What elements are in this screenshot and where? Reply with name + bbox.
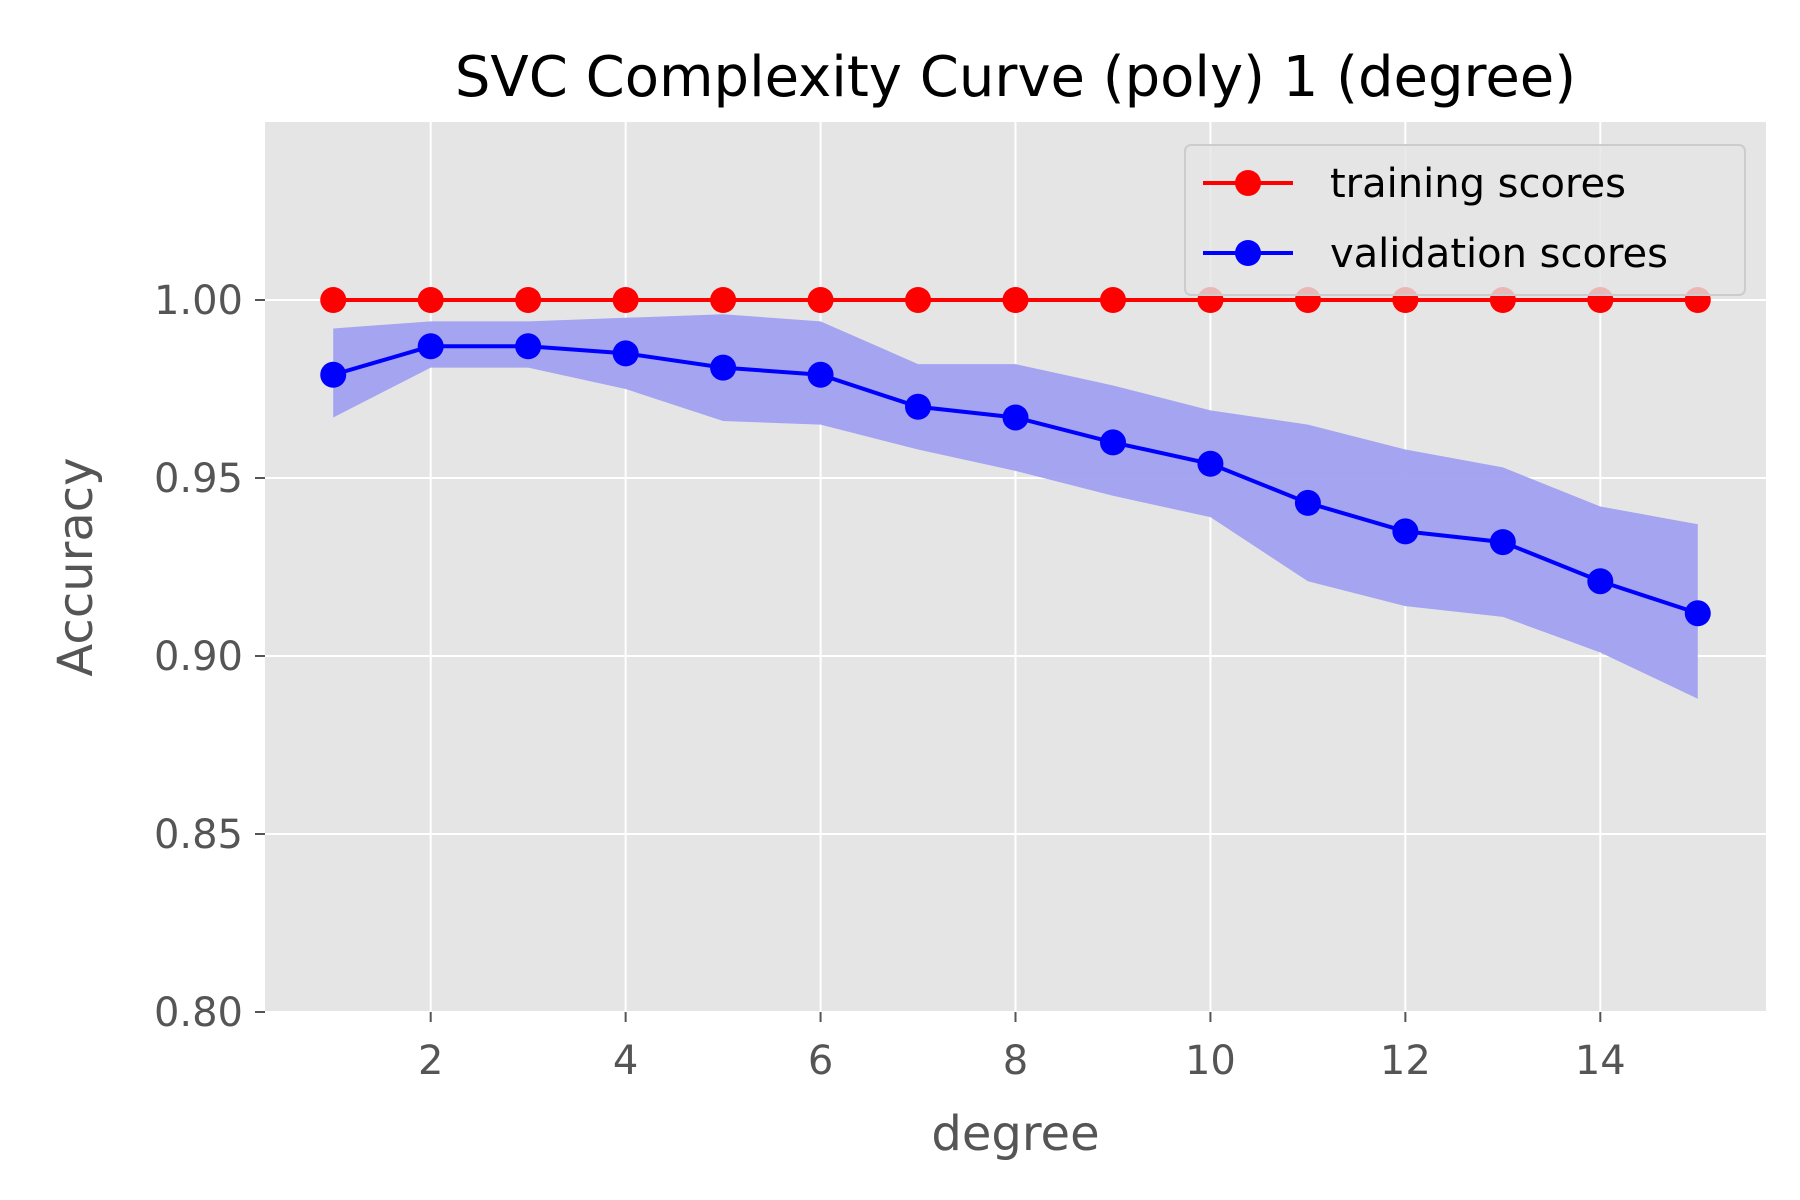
y-tick-label: 0.80 [154, 990, 243, 1036]
y-tick-label: 0.95 [154, 456, 243, 502]
x-tick-label: 6 [808, 1038, 833, 1084]
validation-scores-point [320, 361, 347, 388]
training-scores-point [905, 287, 932, 313]
y-tick-label: 0.85 [154, 812, 243, 858]
training-scores-point [710, 287, 737, 313]
x-tick-label: 10 [1185, 1038, 1236, 1084]
x-tick-label: 4 [613, 1038, 638, 1084]
validation-scores-point [417, 333, 444, 360]
legend-training-scores-label: training scores [1330, 161, 1626, 207]
y-axis-label: Accuracy [48, 457, 104, 676]
validation-scores-point [1002, 404, 1029, 431]
validation-band-layer [333, 314, 1698, 699]
x-tick-label: 14 [1575, 1038, 1626, 1084]
validation-scores-point [1489, 529, 1516, 556]
training-scores-point [1002, 287, 1029, 313]
validation-scores-band [333, 314, 1698, 699]
legend-box [1184, 144, 1746, 296]
training-scores-point [1099, 287, 1126, 313]
x-tick-label: 8 [1003, 1038, 1028, 1084]
training-scores-point [320, 287, 347, 313]
training-scores-point [515, 287, 542, 313]
training-scores-point [612, 287, 639, 313]
axis-ticks: 2 4 6 8 10 12 14 0.80 0.85 0.90 0.95 1.00 [154, 278, 1626, 1084]
chart-title: SVC Complexity Curve (poly) 1 (degree) [455, 45, 1576, 110]
validation-scores-point [1587, 568, 1614, 595]
validation-scores-point [905, 393, 932, 420]
validation-scores-point [807, 361, 834, 388]
validation-scores-point [515, 333, 542, 360]
y-tick-label: 1.00 [154, 278, 243, 324]
legend-training-scores-marker [1235, 170, 1261, 196]
legend-validation-scores-label: validation scores [1330, 231, 1668, 277]
x-tick-label: 12 [1380, 1038, 1431, 1084]
validation-scores-point [1392, 518, 1419, 545]
validation-scores-point [1099, 429, 1126, 456]
validation-scores-point [612, 340, 639, 367]
validation-scores-point [1684, 600, 1711, 627]
y-tick-label: 0.90 [154, 634, 243, 680]
validation-scores-point [1294, 489, 1321, 516]
legend: training scores validation scores [1184, 144, 1746, 296]
validation-scores-point [710, 354, 737, 381]
x-axis-label: degree [931, 1106, 1099, 1162]
x-tick-label: 2 [418, 1038, 443, 1084]
legend-validation-scores-marker [1235, 240, 1261, 266]
validation-scores-point [1197, 450, 1224, 477]
training-scores-point [807, 287, 834, 313]
training-scores-point [417, 287, 444, 313]
